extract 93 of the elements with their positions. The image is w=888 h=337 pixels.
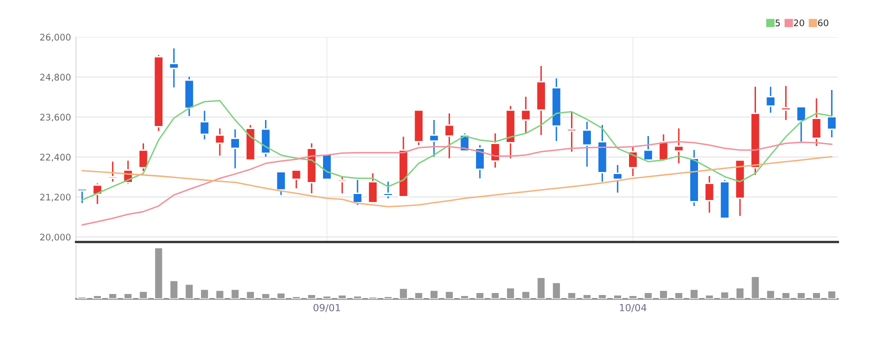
bar: [368, 296, 378, 299]
bar: [276, 292, 286, 299]
bar: [123, 292, 133, 299]
bar: [414, 292, 424, 299]
bar: [154, 246, 164, 299]
candlestick: [76, 188, 88, 204]
candlestick: [107, 160, 118, 182]
bar: [506, 286, 516, 299]
legend-label: 5: [776, 20, 780, 26]
bar: [826, 290, 837, 299]
candlestick: [566, 111, 577, 152]
bar: [796, 292, 806, 299]
y-tick-label: 23,600: [40, 114, 71, 122]
x-tick-label: 10/04: [620, 304, 646, 312]
bar: [552, 282, 562, 299]
candlestick: [780, 85, 792, 121]
bar: [628, 294, 638, 299]
candlestick: [765, 86, 776, 114]
bar: [200, 288, 210, 299]
candlestick: [352, 179, 363, 206]
bar: [658, 289, 668, 299]
candlestick: [474, 144, 486, 180]
candlestick: [704, 175, 715, 214]
bar: [230, 288, 240, 299]
candlestick: [642, 135, 654, 161]
candlestick: [368, 172, 378, 204]
line-series: [81, 140, 832, 226]
candlestick: [428, 119, 440, 158]
x-tick-label: 09/01: [314, 304, 340, 312]
bar: [306, 294, 317, 299]
candlestick: [138, 142, 149, 172]
bar: [291, 296, 302, 299]
legend-label: 60: [818, 19, 828, 26]
bar: [597, 294, 608, 299]
bar: [750, 276, 760, 299]
bar: [612, 294, 623, 299]
bar: [260, 292, 271, 299]
candlestick: [291, 169, 302, 190]
candlestick: [382, 180, 394, 200]
bar: [92, 294, 102, 299]
bar: [490, 292, 500, 299]
candlestick: [826, 89, 838, 138]
bar: [138, 290, 148, 299]
bar: [337, 294, 348, 299]
bar: [429, 289, 439, 299]
legend-label: 20: [794, 19, 804, 26]
candlestick: [199, 110, 210, 140]
candlestick: [336, 176, 348, 194]
candlestick: [168, 48, 180, 88]
bar: [766, 289, 776, 299]
bar: [812, 292, 822, 299]
bar: [582, 294, 592, 299]
line-series: [81, 156, 832, 208]
y-tick-label: 20,000: [40, 234, 71, 242]
candlestick: [674, 128, 684, 164]
bar: [536, 276, 546, 299]
y-tick-label: 21,200: [40, 194, 71, 202]
candlestick: [796, 106, 806, 142]
bar: [735, 286, 745, 299]
bar: [108, 292, 118, 299]
candlestick: [230, 128, 240, 170]
bar: [352, 295, 362, 299]
bar: [674, 292, 684, 299]
bar: [689, 288, 700, 299]
bar: [520, 290, 531, 299]
bar: [444, 290, 454, 299]
candlestick: [444, 112, 455, 160]
bar: [77, 296, 88, 299]
candlestick: [276, 170, 286, 196]
bar: [214, 289, 225, 299]
y-tick-label: 22,400: [40, 154, 71, 162]
bar: [322, 295, 332, 299]
y-tick-label: 26,000: [40, 34, 71, 42]
candlestick: [490, 132, 500, 168]
bar: [720, 291, 730, 299]
candlestick: [628, 146, 638, 177]
candlestick: [214, 128, 226, 156]
y-tick-label: 24,800: [40, 74, 71, 82]
bar: [460, 294, 470, 299]
bar: [169, 280, 179, 299]
bar: [780, 292, 791, 299]
bar: [475, 292, 485, 299]
bar: [704, 294, 714, 299]
candlestick: [520, 96, 532, 134]
bar: [246, 290, 256, 299]
candlestick: [811, 98, 822, 147]
bar: [398, 287, 408, 299]
candlestick: [582, 121, 592, 168]
bar: [566, 292, 577, 299]
bar: [184, 283, 194, 299]
bar: [383, 296, 394, 299]
candlestick: [612, 164, 623, 194]
bar: [643, 292, 654, 299]
